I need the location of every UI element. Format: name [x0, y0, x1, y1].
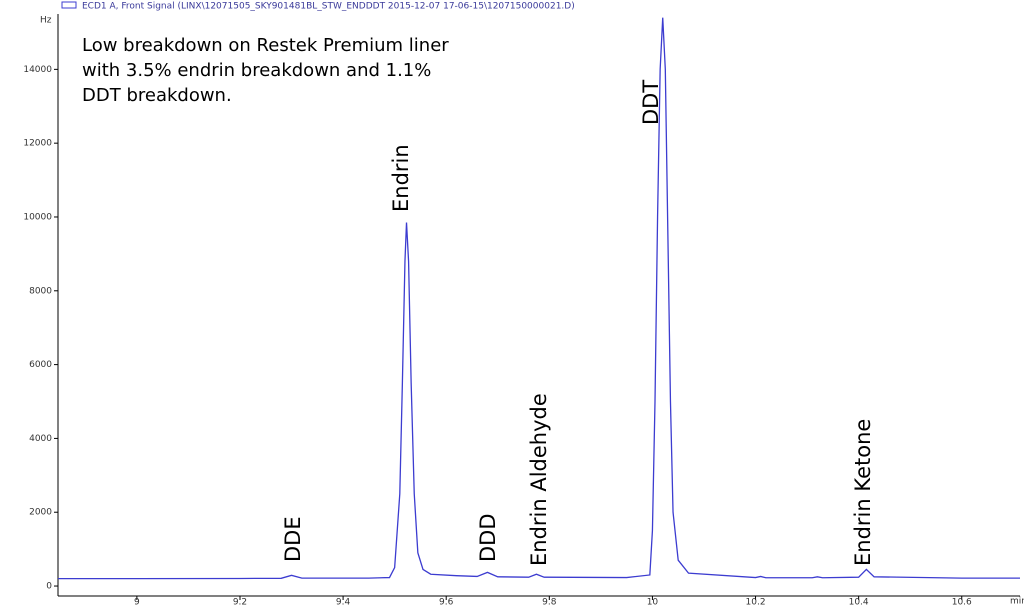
x-tick-label: 10.4	[849, 598, 869, 608]
y-tick-label: 4000	[29, 434, 52, 444]
y-tick-label: 12000	[23, 139, 52, 149]
y-tick-label: 8000	[29, 286, 52, 296]
x-tick-label: 10.2	[746, 598, 766, 608]
peak-label: Endrin Aldehyde	[527, 393, 551, 566]
x-tick-label: 10.6	[952, 598, 972, 608]
peak-label: Endrin Ketone	[851, 419, 875, 566]
y-tick-label: 10000	[23, 212, 52, 222]
signal-trace	[58, 17, 1020, 580]
x-tick-label: 9	[134, 598, 140, 608]
x-tick-label: 9.8	[542, 598, 557, 608]
x-tick-label: 9.4	[336, 598, 351, 608]
peak-label: Endrin	[389, 144, 413, 212]
annotation: Low breakdown on Restek Premium liner	[82, 35, 449, 56]
y-tick-label: 2000	[29, 508, 52, 518]
y-tick-label: 0	[46, 582, 52, 592]
x-unit: min	[1010, 597, 1024, 607]
x-tick-label: 9.2	[233, 598, 247, 608]
x-tick-label: 9.6	[439, 598, 454, 608]
y-tick-label: 14000	[23, 65, 52, 75]
y-unit: Hz	[40, 16, 52, 26]
legend-swatch	[61, 1, 77, 9]
legend-text: ECD1 A, Front Signal (LINX\12071505_SKY9…	[82, 2, 575, 12]
x-tick-label: 10	[647, 598, 659, 608]
peak-label: DDD	[476, 513, 500, 562]
annotation: DDT breakdown.	[82, 85, 232, 106]
y-tick-label: 6000	[29, 360, 52, 370]
peak-label: DDE	[281, 516, 305, 562]
annotation: with 3.5% endrin breakdown and 1.1%	[82, 60, 431, 81]
peak-label: DDT	[639, 80, 663, 125]
